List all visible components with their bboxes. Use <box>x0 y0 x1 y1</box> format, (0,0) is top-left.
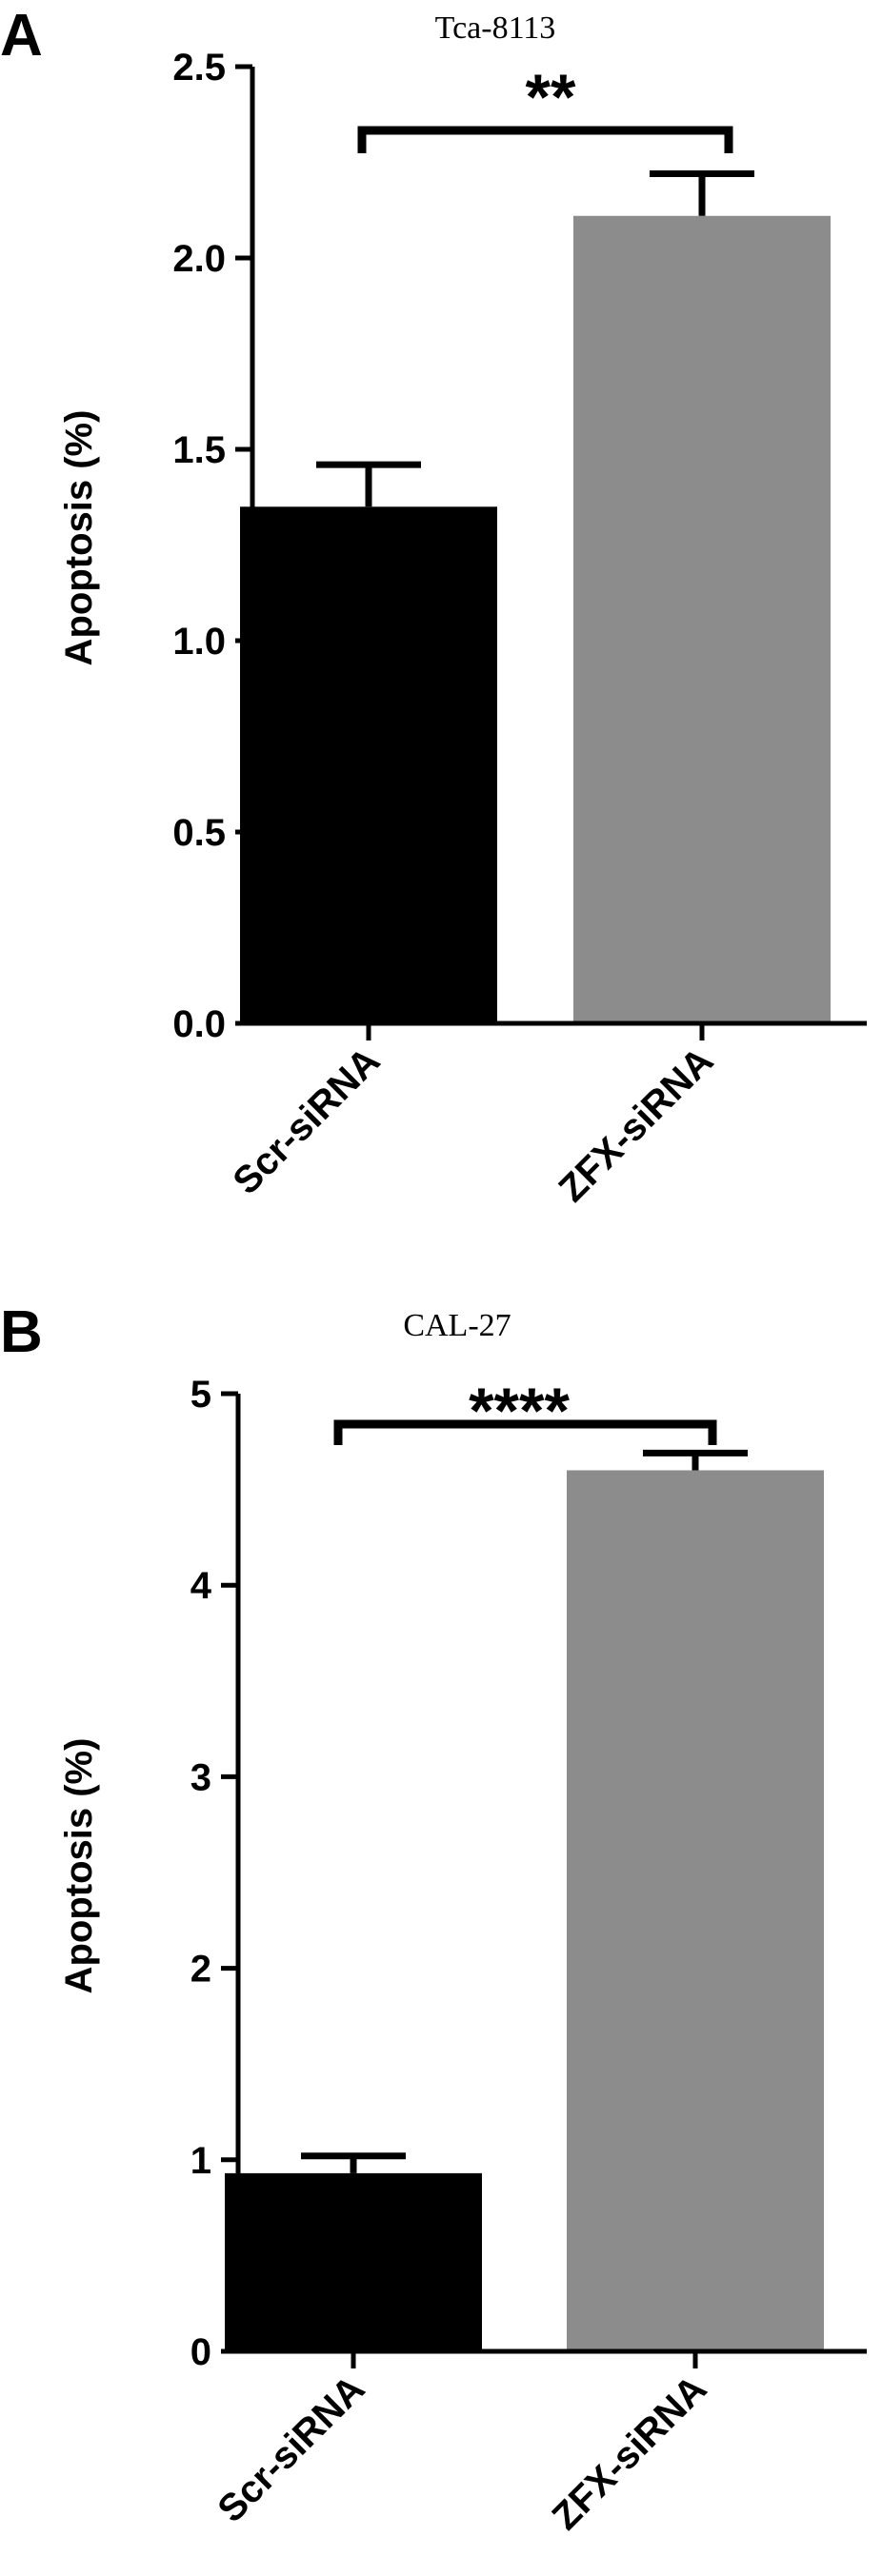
y-tick-label: 5 <box>190 1374 211 1416</box>
significance-bracket <box>357 126 733 153</box>
chart-title: CAL-27 <box>403 1308 511 1343</box>
y-tick-label: 2 <box>190 1949 211 1991</box>
y-tick-label: 1.0 <box>172 621 226 663</box>
chart-marks: 0.0 0.5 1.0 1.5 2.0 2.5 Scr-siRNA ZFX-siRNA ** <box>172 47 867 1210</box>
bar <box>225 2172 482 2351</box>
chart-marks: 0 1 2 3 4 5 Scr-siRNA ZFX-siRNA **** <box>190 1374 867 2538</box>
y-tick-label: 0.5 <box>172 812 226 854</box>
y-tick-label: 2.5 <box>172 47 226 89</box>
y-tick-label: 1 <box>190 2140 211 2182</box>
panel-a: A Tca-8113 Apoptosis (%) 0.0 0.5 1.0 1.5 2.0… <box>0 3 867 1210</box>
panel-letter: A <box>0 3 43 69</box>
significance-bracket <box>333 1419 717 1445</box>
panel-b: B CAL-27 Apoptosis (%) 0 1 2 3 4 5 Scr-siRNA ZF… <box>0 1299 867 2538</box>
bar <box>240 506 497 1023</box>
y-tick-label: 2.0 <box>172 238 226 280</box>
chart-title: Tca-8113 <box>435 10 556 46</box>
bar <box>567 1470 824 2351</box>
panel-letter: B <box>0 1299 43 1365</box>
y-tick-label: 0 <box>190 2331 211 2373</box>
x-tick-label: ZFX-siRNA <box>545 2368 715 2538</box>
y-tick-label: 4 <box>190 1565 212 1607</box>
x-tick-label: Scr-siRNA <box>225 1040 388 1202</box>
y-tick-label: 3 <box>190 1756 211 1798</box>
y-tick-label: 1.5 <box>172 429 226 471</box>
y-axis-label: Apoptosis (%) <box>58 410 100 666</box>
significance-label: ** <box>526 61 576 133</box>
x-tick-label: Scr-siRNA <box>210 2368 372 2530</box>
y-tick-label: 0.0 <box>172 1003 226 1045</box>
significance-label: **** <box>469 1375 570 1447</box>
x-tick-label: ZFX-siRNA <box>551 1040 722 1210</box>
y-axis-label: Apoptosis (%) <box>58 1738 100 1994</box>
bar <box>573 215 831 1023</box>
